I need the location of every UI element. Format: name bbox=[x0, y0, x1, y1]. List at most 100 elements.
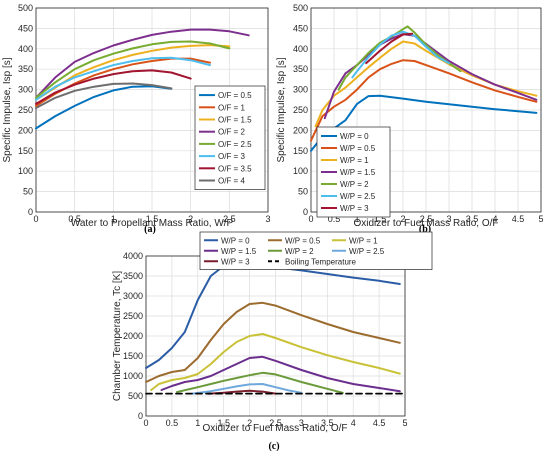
series-line bbox=[35, 28, 250, 99]
x-tick-label: 0 bbox=[33, 214, 38, 224]
legend-label: W/P = 1 bbox=[340, 156, 369, 165]
series-line bbox=[35, 40, 231, 99]
x-tick-label: 4.5 bbox=[373, 418, 386, 428]
x-tick-label: 2 bbox=[400, 214, 405, 224]
x-tick-label: 0 bbox=[308, 214, 313, 224]
y-tick-label: 500 bbox=[128, 391, 143, 401]
series-line bbox=[150, 333, 401, 391]
y-tick-label: 3500 bbox=[123, 271, 143, 281]
x-tick-label: 4 bbox=[351, 418, 356, 428]
y-tick-label: 350 bbox=[293, 64, 308, 74]
panel-label: (a) bbox=[144, 224, 156, 235]
series-line bbox=[337, 25, 462, 91]
x-tick-label: 2.5 bbox=[420, 214, 433, 224]
y-tick-label: 500 bbox=[18, 3, 33, 13]
x-tick-label: 1.5 bbox=[374, 214, 387, 224]
legend-label: O/F = 1 bbox=[218, 103, 245, 112]
x-axis-label: Water to Propellant Mass Ratio, W/P bbox=[71, 218, 234, 229]
series-line bbox=[35, 69, 192, 105]
y-tick-label: 0 bbox=[28, 207, 33, 217]
y-tick-label: 500 bbox=[293, 3, 308, 13]
legend-label: O/F = 2.5 bbox=[218, 140, 252, 149]
x-tick-label: 4 bbox=[492, 214, 497, 224]
x-tick-label: 3.5 bbox=[321, 418, 334, 428]
legend-label: O/F = 1.5 bbox=[218, 116, 252, 125]
x-tick-label: 3 bbox=[299, 418, 304, 428]
y-tick-label: 3000 bbox=[123, 291, 143, 301]
y-tick-label: 400 bbox=[18, 44, 33, 54]
legend-label: W/P = 0.5 bbox=[285, 236, 321, 245]
x-tick-label: 1.5 bbox=[217, 418, 230, 428]
x-tick-label: 4.5 bbox=[512, 214, 525, 224]
y-tick-label: 250 bbox=[293, 105, 308, 115]
y-tick-label: 1000 bbox=[123, 371, 143, 381]
series-line bbox=[35, 56, 211, 101]
y-tick-label: 0 bbox=[138, 411, 143, 421]
y-tick-label: 4000 bbox=[123, 251, 143, 261]
series-line bbox=[191, 383, 303, 395]
y-tick-label: 200 bbox=[18, 125, 33, 135]
x-tick-label: 0.5 bbox=[328, 214, 341, 224]
y-tick-label: 2000 bbox=[123, 331, 143, 341]
y-tick-label: 300 bbox=[18, 85, 33, 95]
y-tick-label: 50 bbox=[23, 187, 33, 197]
legend-label: W/P = 1.5 bbox=[340, 168, 376, 177]
x-tick-label: 1 bbox=[111, 214, 116, 224]
series-line bbox=[35, 82, 173, 109]
legend-label: O/F = 3 bbox=[218, 152, 245, 161]
x-tick-label: 2.5 bbox=[223, 214, 236, 224]
legend-label: W/P = 0.5 bbox=[340, 144, 376, 153]
legend-label: W/P = 1 bbox=[349, 236, 378, 245]
y-tick-label: 150 bbox=[293, 146, 308, 156]
y-tick-label: 300 bbox=[293, 85, 308, 95]
x-tick-label: 1 bbox=[354, 214, 359, 224]
y-tick-label: 250 bbox=[18, 105, 33, 115]
legend-label: W/P = 3 bbox=[340, 204, 369, 213]
legend-label: W/P = 0 bbox=[340, 132, 369, 141]
legend-label: Boiling Temperature bbox=[285, 257, 357, 266]
y-tick-label: 0 bbox=[303, 207, 308, 217]
y-tick-label: 200 bbox=[293, 125, 308, 135]
series-line bbox=[351, 30, 450, 79]
x-axis-label: Oxidizer to Fuel Mass Ratio, O/F bbox=[353, 218, 498, 229]
series-line bbox=[310, 59, 538, 142]
axes-frame bbox=[310, 7, 542, 213]
y-tick-label: 100 bbox=[293, 166, 308, 176]
legend-label: W/P = 2.5 bbox=[349, 247, 385, 256]
x-tick-label: 5 bbox=[402, 418, 407, 428]
series-line bbox=[160, 355, 401, 393]
x-tick-label: 2.5 bbox=[269, 418, 282, 428]
y-axis-label: Specific Impulse, Isp [s] bbox=[2, 57, 13, 162]
y-tick-label: 450 bbox=[293, 23, 308, 33]
legend-label: O/F = 4 bbox=[218, 177, 245, 186]
series-line bbox=[145, 301, 401, 383]
x-tick-label: 2 bbox=[188, 214, 193, 224]
series-line bbox=[365, 32, 414, 65]
x-axis-label: Oxidizer to Fuel Mass Ratio, O/F bbox=[202, 423, 347, 434]
x-tick-label: 3 bbox=[265, 214, 270, 224]
y-axis-label: Specific Impulse, Isp [s] bbox=[276, 57, 287, 162]
x-tick-label: 1 bbox=[195, 418, 200, 428]
y-tick-label: 50 bbox=[298, 187, 308, 197]
x-tick-label: 0.5 bbox=[166, 418, 179, 428]
y-tick-label: 400 bbox=[293, 44, 308, 54]
panel-label: (c) bbox=[268, 441, 279, 452]
legend-label: W/P = 2 bbox=[340, 180, 369, 189]
x-tick-label: 0.5 bbox=[68, 214, 81, 224]
legend-box bbox=[199, 231, 433, 270]
legend-label: W/P = 0 bbox=[221, 236, 250, 245]
legend-label: O/F = 3.5 bbox=[218, 164, 252, 173]
x-tick-label: 3 bbox=[446, 214, 451, 224]
axes-frame bbox=[35, 7, 269, 213]
x-tick-label: 2 bbox=[247, 418, 252, 428]
legend-label: W/P = 2.5 bbox=[340, 192, 376, 201]
legend-label: O/F = 2 bbox=[218, 128, 245, 137]
series-line bbox=[35, 85, 173, 130]
legend-label: W/P = 2 bbox=[285, 247, 314, 256]
y-tick-label: 2500 bbox=[123, 311, 143, 321]
y-tick-label: 350 bbox=[18, 64, 33, 74]
series-line bbox=[176, 371, 344, 394]
y-tick-label: 450 bbox=[18, 23, 33, 33]
x-tick-label: 0 bbox=[143, 418, 148, 428]
